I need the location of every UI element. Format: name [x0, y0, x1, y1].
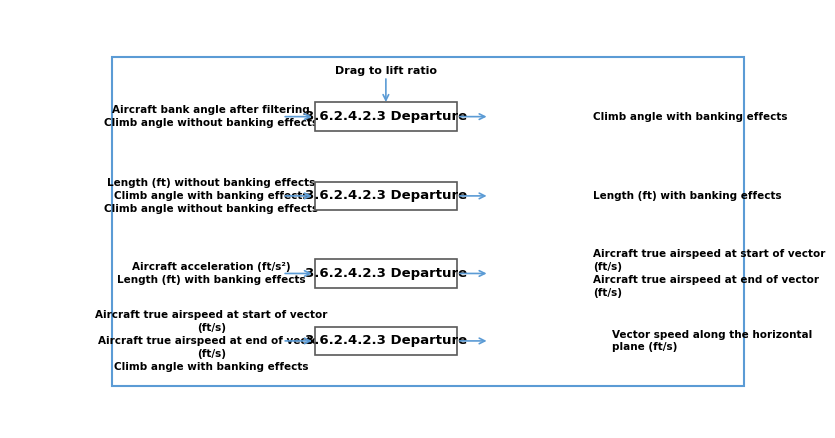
- Text: plane (ft/s): plane (ft/s): [612, 343, 678, 352]
- Text: 3.6.2.4.2.3 Departure: 3.6.2.4.2.3 Departure: [305, 267, 467, 280]
- Text: Drag to lift ratio: Drag to lift ratio: [335, 66, 437, 76]
- Text: Aircraft acceleration (ft/s²): Aircraft acceleration (ft/s²): [132, 262, 291, 272]
- Text: 3.6.2.4.2.3 Departure: 3.6.2.4.2.3 Departure: [305, 110, 467, 123]
- Text: Aircraft true airspeed at start of vector: Aircraft true airspeed at start of vecto…: [95, 310, 327, 320]
- Text: (ft/s): (ft/s): [593, 262, 622, 272]
- Text: Length (ft) with banking effects: Length (ft) with banking effects: [593, 191, 782, 201]
- Text: Aircraft true airspeed at end of vector: Aircraft true airspeed at end of vector: [99, 336, 324, 346]
- Text: Vector speed along the horizontal: Vector speed along the horizontal: [612, 329, 812, 339]
- Text: (ft/s): (ft/s): [197, 323, 225, 333]
- Text: Climb angle without banking effects: Climb angle without banking effects: [104, 118, 318, 128]
- Text: (ft/s): (ft/s): [593, 288, 622, 298]
- Text: (ft/s): (ft/s): [197, 349, 225, 359]
- FancyBboxPatch shape: [315, 102, 457, 131]
- Text: Length (ft) without banking effects: Length (ft) without banking effects: [107, 178, 316, 188]
- FancyBboxPatch shape: [315, 182, 457, 210]
- Text: 3.6.2.4.2.3 Departure: 3.6.2.4.2.3 Departure: [305, 189, 467, 202]
- Text: Length (ft) with banking effects: Length (ft) with banking effects: [117, 275, 306, 285]
- Text: Aircraft true airspeed at end of vector: Aircraft true airspeed at end of vector: [593, 275, 819, 285]
- Text: 3.6.2.4.2.3 Departure: 3.6.2.4.2.3 Departure: [305, 335, 467, 347]
- Text: Climb angle with banking effects: Climb angle with banking effects: [114, 361, 308, 371]
- Text: Climb angle with banking effects: Climb angle with banking effects: [114, 191, 308, 201]
- FancyBboxPatch shape: [315, 259, 457, 288]
- Text: Aircraft bank angle after filtering: Aircraft bank angle after filtering: [112, 105, 310, 115]
- Text: Climb angle with banking effects: Climb angle with banking effects: [593, 112, 787, 122]
- FancyBboxPatch shape: [315, 327, 457, 355]
- Text: Climb angle without banking effects: Climb angle without banking effects: [104, 204, 318, 214]
- Text: Aircraft true airspeed at start of vector: Aircraft true airspeed at start of vecto…: [593, 249, 825, 259]
